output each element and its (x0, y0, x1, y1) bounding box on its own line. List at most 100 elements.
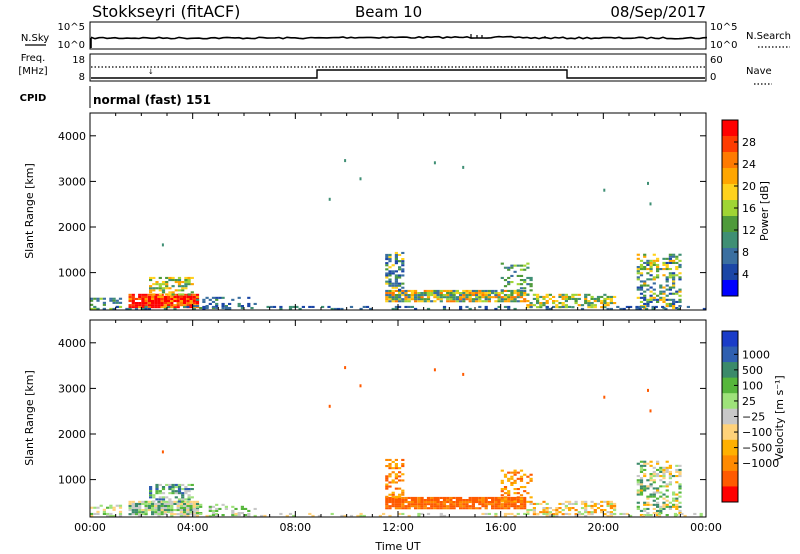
range-cell (558, 511, 562, 514)
range-cell (455, 289, 459, 292)
range-cell (545, 300, 549, 303)
range-cell (587, 304, 591, 307)
range-cell (177, 289, 182, 292)
range-cell (401, 491, 405, 494)
range-cell (678, 487, 682, 490)
range-cell (128, 306, 132, 309)
range-cell (636, 479, 640, 482)
range-cell (625, 305, 629, 308)
range-cell (128, 502, 132, 505)
range-cell (668, 259, 672, 262)
range-cell (187, 483, 191, 486)
range-cell (288, 512, 293, 515)
range-cell (131, 304, 135, 307)
range-cell (165, 293, 169, 296)
range-cell (192, 305, 196, 308)
date-label: 08/Sep/2017 (610, 3, 706, 21)
range-cell (558, 306, 562, 309)
range-cell (523, 501, 527, 504)
range-cell (149, 279, 153, 282)
range-cell (426, 507, 431, 510)
range-cell (149, 291, 153, 294)
range-cell (426, 296, 431, 299)
range-cell (174, 281, 178, 284)
range-cell (161, 287, 166, 290)
range-cell (112, 506, 116, 509)
range-cell (656, 259, 660, 262)
range-cell (656, 300, 660, 303)
range-cell (574, 509, 578, 512)
range-cell (420, 505, 424, 508)
range-cell (652, 259, 656, 262)
range-cell (636, 296, 640, 299)
colorbar-swatch (722, 331, 738, 348)
range-cell (388, 280, 392, 283)
range-cell (394, 495, 398, 498)
range-cell (112, 299, 116, 302)
range-cell (494, 507, 498, 510)
range-cell (398, 305, 402, 308)
colorbar-swatch (722, 377, 738, 394)
range-cell (391, 493, 395, 496)
range-cell (394, 305, 398, 308)
range-cell (131, 297, 135, 300)
range-cell (507, 496, 511, 499)
range-cell (678, 475, 682, 478)
range-cell (613, 502, 617, 505)
range-cell (603, 293, 607, 296)
sparse-echo (359, 384, 362, 388)
range-cell (439, 507, 443, 510)
range-cell (484, 503, 488, 506)
range-cell (192, 511, 196, 514)
range-cell (151, 502, 155, 505)
range-cell (215, 305, 219, 308)
range-cell (646, 487, 650, 490)
range-cell (652, 503, 656, 506)
range-cell (503, 486, 508, 489)
range-cell (548, 297, 552, 300)
range-cell (649, 464, 653, 467)
range-cell (179, 304, 183, 307)
range-cell (656, 298, 660, 301)
range-cell (568, 507, 572, 510)
range-cell (171, 276, 175, 279)
range-cell (471, 496, 475, 499)
range-cell (510, 292, 514, 295)
range-cell (555, 511, 559, 514)
range-cell (115, 299, 119, 302)
range-cell (675, 468, 679, 471)
range-cell (646, 501, 650, 504)
range-cell (678, 509, 682, 512)
range-cell (163, 509, 167, 512)
range-cell (414, 507, 418, 510)
range-cell (388, 514, 392, 517)
range-cell (519, 289, 524, 292)
range-cell (398, 298, 402, 301)
range-cell (240, 307, 244, 310)
range-cell (574, 300, 578, 303)
range-cell (168, 486, 172, 489)
range-cell (394, 274, 398, 277)
range-cell (523, 292, 527, 295)
range-cell (131, 302, 135, 305)
nave-label: Nave (746, 66, 772, 77)
range-cell (174, 279, 178, 282)
range-cell (500, 479, 504, 482)
range-cell (388, 260, 392, 263)
range-cell (487, 289, 491, 292)
nsky-strip-frame (89, 21, 707, 50)
range-cell (481, 499, 485, 502)
range-cell (513, 481, 517, 484)
range-cell (436, 294, 440, 297)
range-cell (590, 507, 594, 510)
range-cell (155, 498, 159, 501)
colorbar-swatch (722, 424, 738, 441)
range-cell (503, 507, 508, 510)
range-cell (183, 304, 187, 307)
range-cell (459, 305, 463, 308)
range-cell (462, 294, 466, 297)
range-cell (165, 287, 169, 290)
range-cell (211, 300, 216, 303)
range-cell (465, 292, 469, 295)
range-cell (158, 496, 162, 499)
